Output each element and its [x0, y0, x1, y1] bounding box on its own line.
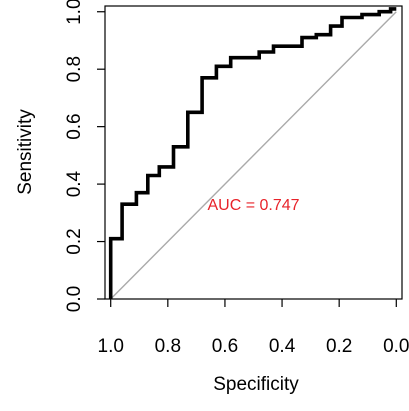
series-layer: [108, 7, 397, 299]
y-tick-label: 0.2: [64, 228, 85, 254]
y-axis: 0.0 0.2 0.4 0.6 0.8 1.0: [64, 0, 105, 312]
x-tick-label: 0.4: [269, 336, 296, 357]
x-tick-label: 0.6: [212, 336, 238, 357]
reference-diagonal-line: [110, 11, 397, 300]
plot-frame: [104, 5, 403, 300]
y-tick-label: 0.6: [64, 113, 85, 139]
roc-curve-line: [108, 7, 397, 299]
x-tick-label: 0.2: [326, 336, 352, 357]
y-tick-label: 1.0: [64, 0, 85, 25]
y-tick-label: 0.0: [64, 286, 85, 312]
y-tick-label: 0.8: [64, 56, 85, 82]
x-axis: 1.0 0.8 0.6 0.4 0.2 0.0: [98, 299, 409, 357]
x-tick-label: 0.0: [383, 336, 409, 357]
x-tick-label: 0.8: [155, 336, 181, 357]
y-tick-label: 0.4: [64, 170, 85, 197]
reference-line-layer: [110, 11, 397, 300]
x-tick-label: 1.0: [98, 336, 124, 357]
auc-annotation: AUC = 0.747: [207, 197, 299, 214]
x-axis-title: Specificity: [213, 374, 299, 395]
y-axis-title: Sensitivity: [15, 109, 36, 195]
